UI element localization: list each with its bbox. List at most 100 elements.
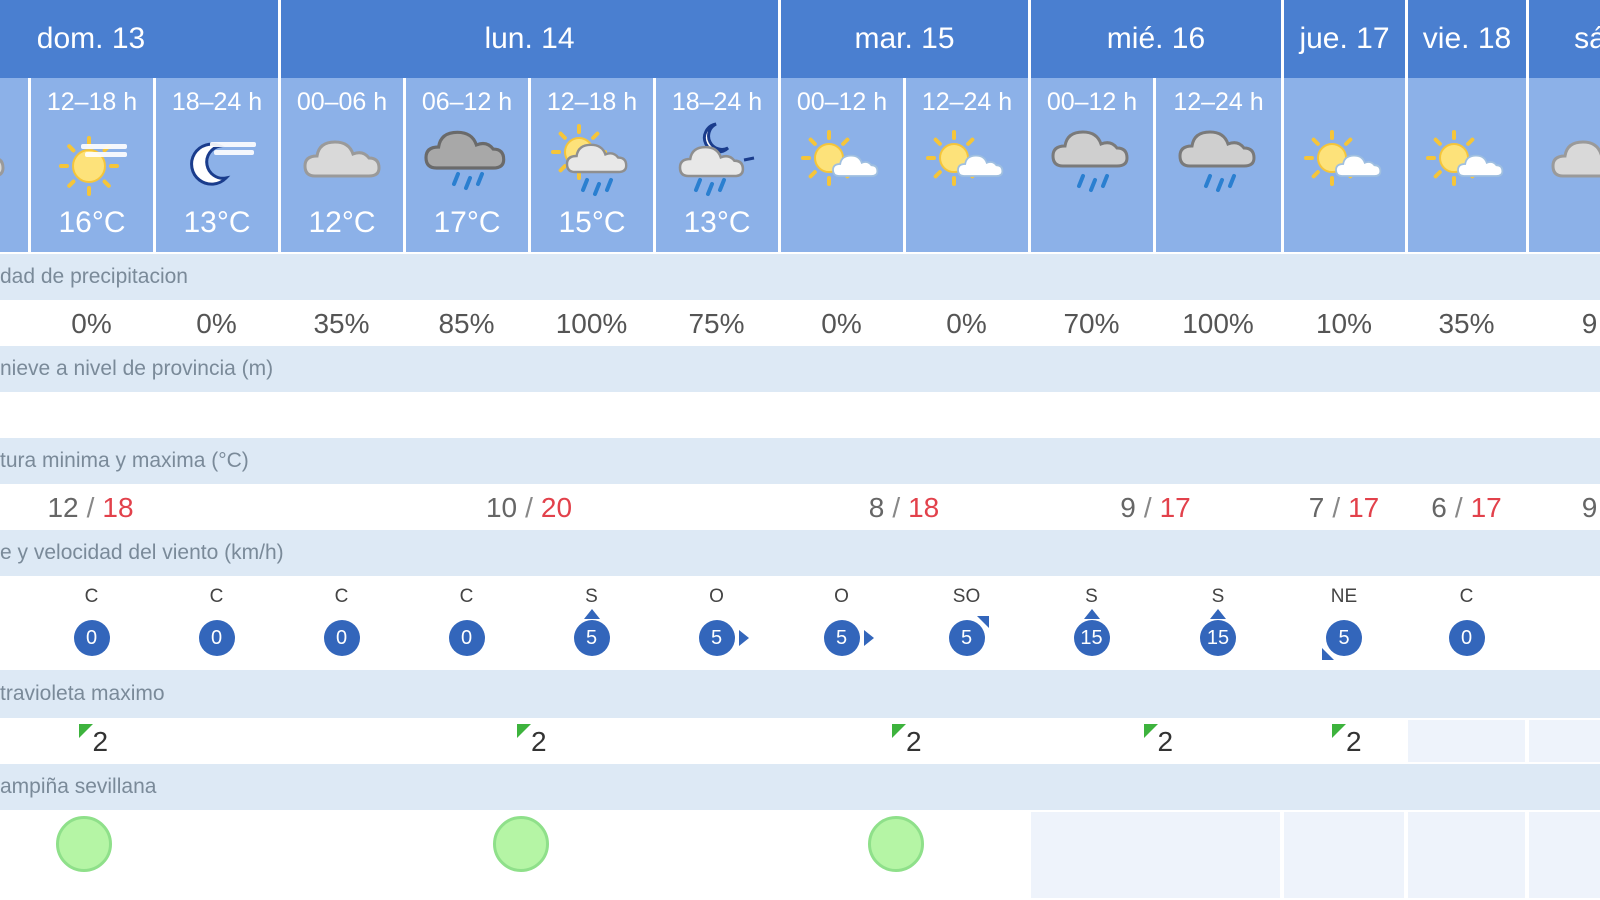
wind-speed: 15 xyxy=(1206,626,1230,649)
period-cell: 18–24 h 13°C xyxy=(656,78,781,252)
wind-arrow-icon xyxy=(976,616,989,628)
uv-cell: 2 xyxy=(281,720,777,762)
day-header[interactable]: mié. 16 xyxy=(1031,0,1284,78)
period-cell: 00–06 h 12°C xyxy=(281,78,406,252)
wind-speed: 0 xyxy=(85,626,98,649)
wind-arrow-icon xyxy=(583,609,600,619)
precip-cell: 0% xyxy=(156,302,277,344)
precip-cell: 35% xyxy=(1408,302,1525,344)
day-header[interactable]: dom. 13 xyxy=(0,0,281,78)
snow-section-band: nieve a nivel de provincia (m) xyxy=(0,346,1600,392)
uv-cell: 2 xyxy=(1284,720,1404,762)
dark-cloud-rain-icon xyxy=(422,118,512,208)
temp-section-label: tura minima y maxima (°C) xyxy=(0,449,249,472)
wind-speed: 0 xyxy=(335,626,348,649)
period-temp: 12°C xyxy=(308,206,376,239)
uv-level-flag-icon xyxy=(1332,724,1346,738)
air-cell xyxy=(1284,812,1404,898)
wind-cell: SO 5 xyxy=(906,578,1027,668)
wind-speed: 15 xyxy=(1080,626,1103,649)
snow-cell xyxy=(31,394,152,436)
uv-level-flag-icon xyxy=(1143,724,1158,738)
precip-cell: 9 xyxy=(1529,302,1600,344)
temp-minmax: 10/20 xyxy=(281,492,777,524)
temp-min: 12 xyxy=(47,492,79,523)
day-header[interactable]: jue. 17 xyxy=(1284,0,1408,78)
temp-cell: 12/18 xyxy=(0,486,277,528)
period-temp: 17°C xyxy=(433,206,501,239)
wind-speed: 5 xyxy=(960,626,973,649)
temp-cell: 9 xyxy=(1529,486,1600,528)
uv-cell xyxy=(1408,720,1525,762)
sun-cloud-icon xyxy=(1300,118,1390,208)
wind-speed-badge: 15 xyxy=(1073,620,1110,656)
day-header[interactable]: lun. 14 xyxy=(281,0,781,78)
period-cell: 18–24 h 13°C xyxy=(156,78,281,252)
snow-cell xyxy=(1284,394,1404,436)
cloud-icon xyxy=(0,118,11,208)
snow-cell xyxy=(156,394,277,436)
precip-value: 100% xyxy=(555,308,628,339)
sun-cloud-rain-icon xyxy=(547,118,637,208)
temp-min: 7 xyxy=(1308,492,1325,523)
precip-value: 0% xyxy=(821,308,862,339)
temp-max: 18 xyxy=(908,492,940,523)
temp-minmax: 9/17 xyxy=(1031,492,1280,524)
precip-value: 10% xyxy=(1315,308,1373,339)
period-label: 00–12 h xyxy=(1046,88,1138,116)
temp-minmax: 7/17 xyxy=(1284,492,1404,524)
wind-direction: C xyxy=(334,586,349,607)
precip-cell: 70% xyxy=(1031,302,1152,344)
wind-speed: 5 xyxy=(585,626,598,649)
air-cell xyxy=(781,812,1027,898)
air-row xyxy=(0,810,1600,900)
period-temp: 13°C xyxy=(183,206,251,239)
precip-cell: 75% xyxy=(656,302,777,344)
precip-cell: 100% xyxy=(531,302,652,344)
period-cell xyxy=(1529,78,1600,252)
temp-min: 8 xyxy=(868,492,885,523)
wind-speed: 5 xyxy=(710,626,723,649)
precip-value: 35% xyxy=(1438,308,1495,339)
wind-section-label: e y velocidad del viento (km/h) xyxy=(0,541,284,564)
precip-value: 35% xyxy=(313,308,370,339)
snow-cell xyxy=(1031,394,1152,436)
wind-speed-badge: 5 xyxy=(698,620,735,656)
wind-direction: C xyxy=(209,586,224,607)
precip-value: 0% xyxy=(196,308,237,339)
uv-index: 2 xyxy=(531,726,547,757)
period-cell xyxy=(1284,78,1408,252)
precip-cell: 10% xyxy=(1284,302,1404,344)
temp-separator: / xyxy=(1332,492,1341,523)
snow-cell xyxy=(1156,394,1280,436)
uv-index: 2 xyxy=(1346,726,1362,757)
uv-index: 2 xyxy=(1157,726,1174,757)
day-header[interactable]: sá xyxy=(1529,0,1600,78)
day-header[interactable]: vie. 18 xyxy=(1408,0,1529,78)
wind-cell: S 15 xyxy=(1156,578,1280,668)
period-label: 12–18 h xyxy=(546,88,638,116)
temp-minmax: 8/18 xyxy=(781,492,1027,524)
day-header[interactable]: mar. 15 xyxy=(781,0,1031,78)
temp-max: 17 xyxy=(1470,492,1502,523)
period-temp: 16°C xyxy=(58,206,126,239)
precip-value: 75% xyxy=(688,308,745,339)
wind-direction: SO xyxy=(952,586,981,607)
temp-row: 12/18 10/20 8/18 9/17 7/17 6/17 9 xyxy=(0,484,1600,530)
cloud-icon xyxy=(1545,118,1600,208)
temp-max: 20 xyxy=(540,492,573,523)
uv-section-band: travioleta maximo xyxy=(0,670,1600,718)
period-label: 12–24 h xyxy=(1173,88,1264,116)
precip-value: 70% xyxy=(1063,308,1120,339)
wind-direction: O xyxy=(834,586,849,607)
snow-cell xyxy=(531,394,652,436)
period-cell: h xyxy=(0,78,31,252)
precip-value: 0% xyxy=(71,308,112,339)
period-cell: 12–24 h xyxy=(1156,78,1284,252)
temp-max: 18 xyxy=(102,492,134,523)
uv-index: 2 xyxy=(92,726,109,757)
snow-cell xyxy=(406,394,527,436)
